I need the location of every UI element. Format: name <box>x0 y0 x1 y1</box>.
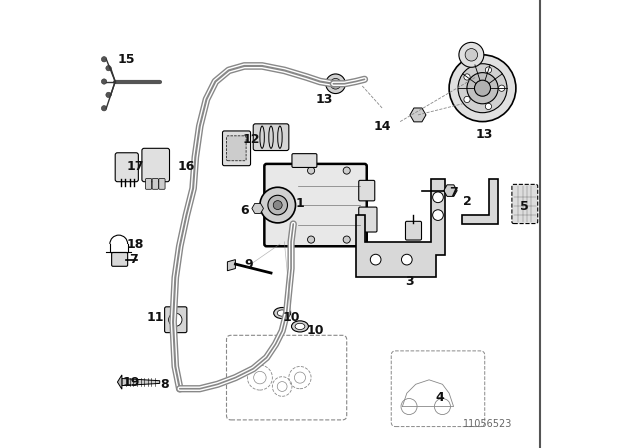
Text: 3: 3 <box>404 276 413 289</box>
FancyBboxPatch shape <box>292 154 317 168</box>
Circle shape <box>371 254 381 265</box>
Circle shape <box>101 56 107 62</box>
Circle shape <box>101 106 107 111</box>
Circle shape <box>464 74 470 80</box>
Circle shape <box>101 79 107 84</box>
Text: 18: 18 <box>127 237 144 250</box>
Circle shape <box>106 65 111 71</box>
Circle shape <box>106 92 111 98</box>
Circle shape <box>343 236 350 243</box>
Circle shape <box>308 236 315 243</box>
FancyBboxPatch shape <box>512 185 538 224</box>
Circle shape <box>343 167 350 174</box>
FancyBboxPatch shape <box>145 179 152 189</box>
FancyBboxPatch shape <box>264 164 367 246</box>
Text: 9: 9 <box>244 258 253 271</box>
FancyBboxPatch shape <box>253 124 289 151</box>
Ellipse shape <box>274 307 291 319</box>
Circle shape <box>433 192 444 202</box>
Text: 13: 13 <box>316 93 333 106</box>
Text: 17: 17 <box>127 159 144 172</box>
Text: 13: 13 <box>476 129 493 142</box>
Circle shape <box>308 167 315 174</box>
Circle shape <box>273 201 282 210</box>
Polygon shape <box>252 203 264 213</box>
FancyBboxPatch shape <box>359 181 375 201</box>
Text: 10: 10 <box>282 311 300 324</box>
Text: 4: 4 <box>436 391 445 404</box>
Polygon shape <box>410 108 426 122</box>
Polygon shape <box>227 260 236 271</box>
Polygon shape <box>444 185 457 196</box>
FancyBboxPatch shape <box>159 179 165 189</box>
Circle shape <box>433 210 444 220</box>
Text: 16: 16 <box>178 159 195 172</box>
Text: 12: 12 <box>243 133 260 146</box>
FancyBboxPatch shape <box>227 136 246 161</box>
Circle shape <box>330 78 341 89</box>
Circle shape <box>401 254 412 265</box>
FancyBboxPatch shape <box>359 207 377 232</box>
Circle shape <box>474 80 490 96</box>
Text: 2: 2 <box>463 195 471 208</box>
Circle shape <box>449 55 516 121</box>
Text: 6: 6 <box>240 204 248 217</box>
Circle shape <box>465 48 477 61</box>
Text: 19: 19 <box>122 375 140 388</box>
Text: 7: 7 <box>129 253 138 266</box>
Text: 1: 1 <box>296 198 305 211</box>
Circle shape <box>485 103 492 109</box>
Polygon shape <box>122 379 160 386</box>
Circle shape <box>485 67 492 73</box>
Circle shape <box>464 96 470 103</box>
Polygon shape <box>117 375 122 389</box>
Text: 11: 11 <box>147 311 164 324</box>
FancyBboxPatch shape <box>164 307 187 332</box>
Circle shape <box>458 64 507 113</box>
Circle shape <box>260 187 296 223</box>
Text: 10: 10 <box>307 324 324 337</box>
Circle shape <box>168 313 182 327</box>
FancyBboxPatch shape <box>115 153 138 182</box>
Ellipse shape <box>277 310 287 316</box>
Text: 7: 7 <box>449 186 458 199</box>
FancyBboxPatch shape <box>406 221 422 240</box>
Ellipse shape <box>291 321 308 332</box>
Circle shape <box>459 43 484 67</box>
FancyBboxPatch shape <box>111 253 127 266</box>
Text: 8: 8 <box>160 378 168 391</box>
Text: 14: 14 <box>374 120 391 133</box>
FancyBboxPatch shape <box>142 148 170 182</box>
FancyBboxPatch shape <box>223 131 250 166</box>
Polygon shape <box>356 180 445 277</box>
Circle shape <box>499 85 505 91</box>
Circle shape <box>326 74 346 94</box>
FancyBboxPatch shape <box>152 179 158 189</box>
Text: 5: 5 <box>520 200 529 213</box>
Circle shape <box>467 73 498 104</box>
Ellipse shape <box>295 323 305 330</box>
Circle shape <box>268 195 287 215</box>
Polygon shape <box>463 180 498 224</box>
Text: 11056523: 11056523 <box>463 419 512 429</box>
Text: 15: 15 <box>118 53 135 66</box>
